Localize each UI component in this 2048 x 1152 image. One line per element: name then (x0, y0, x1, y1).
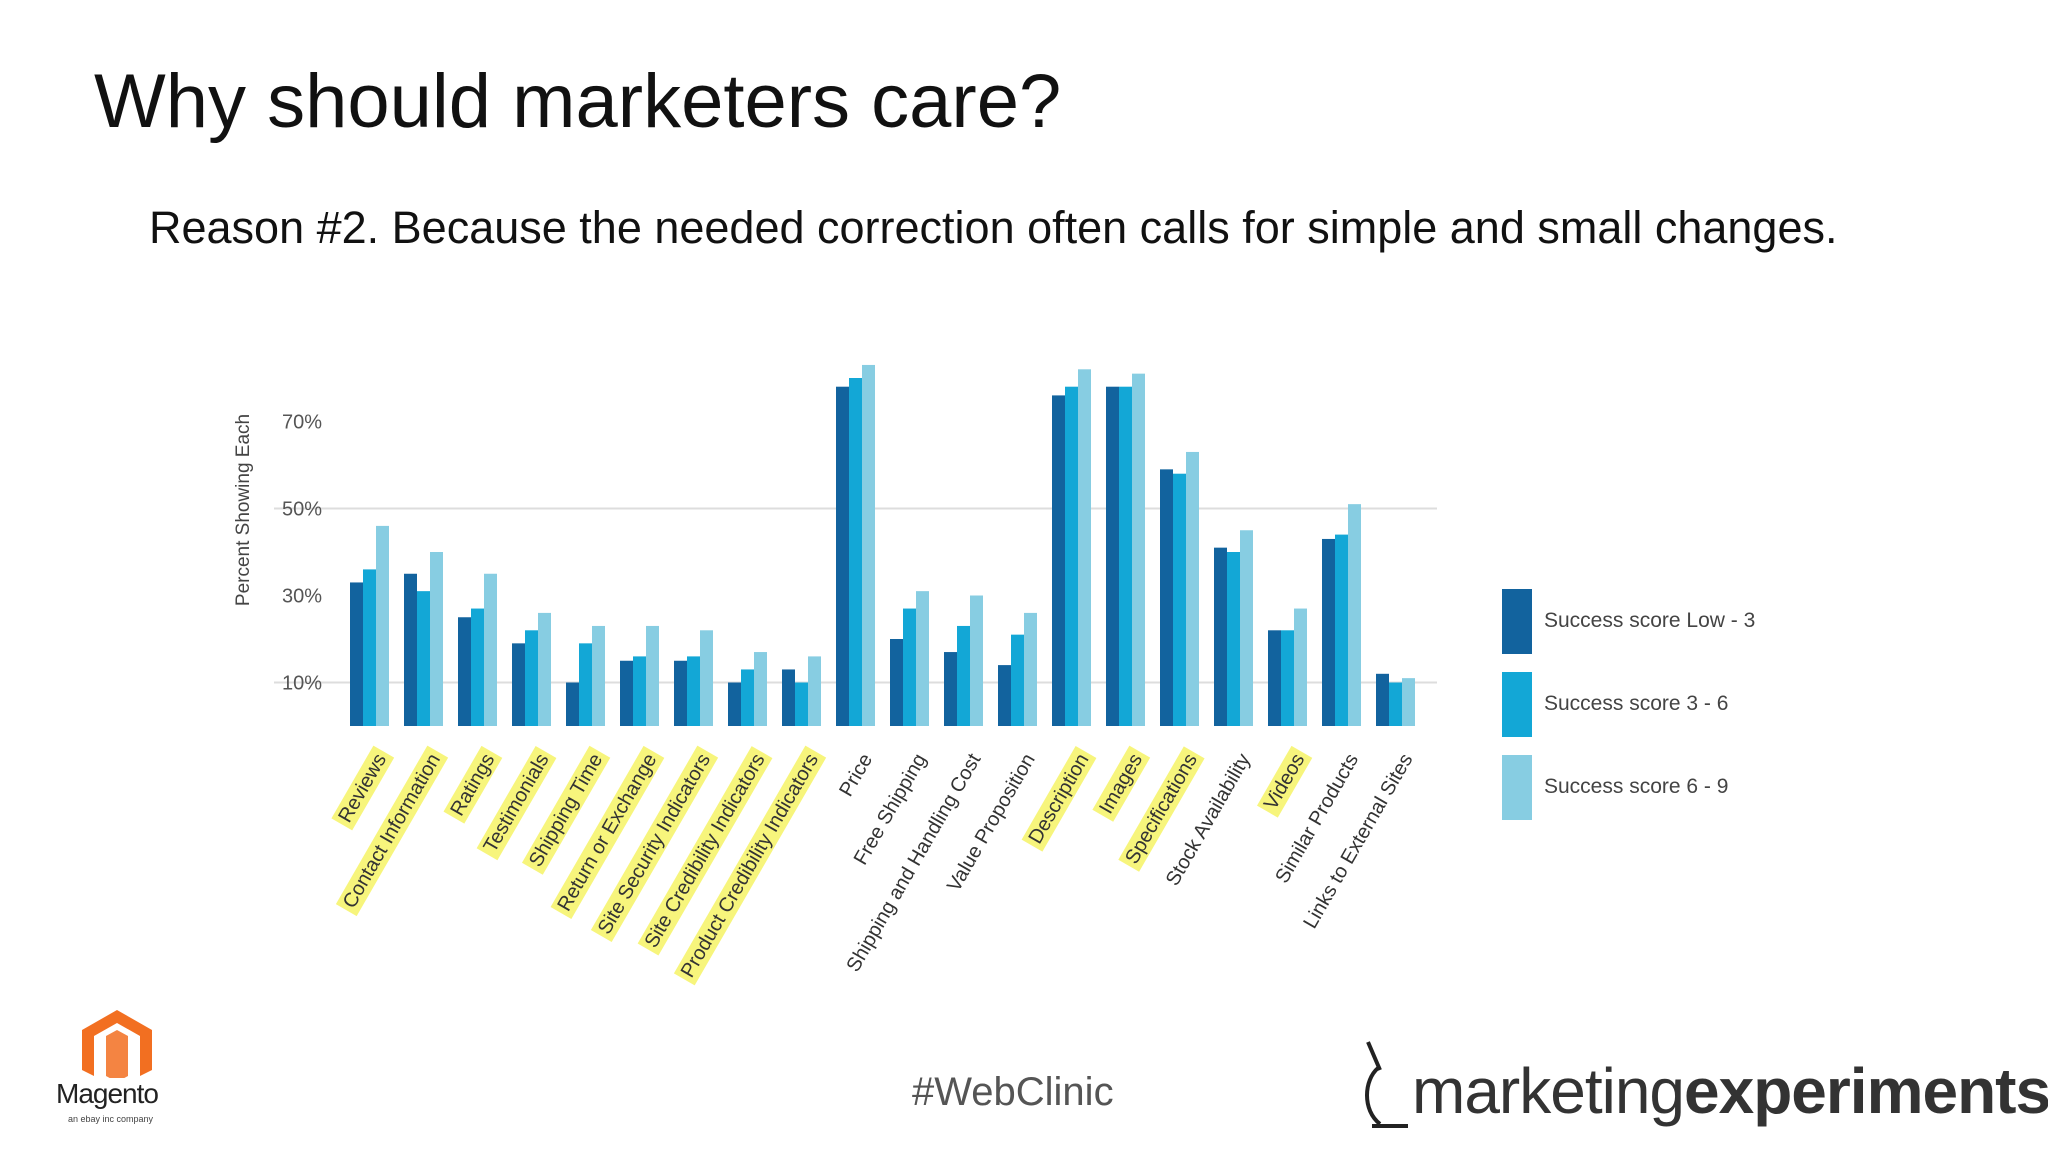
bar-2 (579, 643, 592, 726)
bar-3 (1186, 451, 1199, 726)
bar-2 (1119, 386, 1132, 726)
bar-2 (1065, 386, 1078, 726)
magento-name: Magento (56, 1078, 159, 1109)
bar-2 (1173, 473, 1186, 726)
bar-3 (754, 652, 767, 726)
bar-1 (1268, 630, 1281, 726)
bar-1 (404, 573, 417, 726)
bar-2 (633, 656, 646, 726)
legend-label: Success score 6 - 9 (1544, 775, 1729, 798)
bar-2 (1227, 552, 1240, 726)
bar-1 (1214, 547, 1227, 726)
bar-3 (376, 525, 389, 726)
bar-1 (674, 660, 687, 726)
y-axis-title: Percent Showing Each (233, 414, 254, 606)
bar-2 (903, 608, 916, 726)
magento-logo: Magento an ebay inc company (52, 1008, 182, 1128)
logo-part2: experiments (1684, 1055, 2048, 1127)
bar-3 (700, 630, 713, 726)
bar-1 (1160, 469, 1173, 726)
microscope-icon (1365, 1041, 1408, 1128)
legend-label: Success score Low - 3 (1544, 609, 1756, 632)
bar-1 (728, 682, 741, 726)
bar-2 (687, 656, 700, 726)
magento-icon (82, 1010, 152, 1082)
bar-2 (1335, 534, 1348, 726)
bar-1 (836, 386, 849, 726)
bar-2 (741, 669, 754, 726)
bar-1 (350, 582, 363, 726)
bar-2 (471, 608, 484, 726)
y-tick-label: 30% (282, 586, 322, 608)
bar-1 (1376, 673, 1389, 726)
bar-2 (1389, 682, 1402, 726)
bar-3 (916, 591, 929, 726)
bar-2 (525, 630, 538, 726)
bar-1 (1106, 386, 1119, 726)
bar-3 (1024, 612, 1037, 726)
bar-2 (363, 569, 376, 726)
bar-3 (1348, 504, 1361, 726)
bar-2 (417, 591, 430, 726)
legend-label: Success score 3 - 6 (1544, 692, 1729, 715)
bar-3 (646, 625, 659, 726)
bar-3 (484, 573, 497, 726)
y-tick-label: 50% (282, 499, 322, 521)
bar-3 (1294, 608, 1307, 726)
bar-3 (1240, 530, 1253, 726)
bar-3 (1132, 373, 1145, 726)
slide-subtitle: Reason #2. Because the needed correction… (149, 202, 1838, 253)
bar-3 (808, 656, 821, 726)
legend-swatch (1502, 589, 1532, 654)
bar-1 (1322, 538, 1335, 726)
bar-3 (862, 364, 875, 726)
bar-2 (795, 682, 808, 726)
bar-1 (458, 617, 471, 726)
bar-2 (957, 625, 970, 726)
bar-1 (998, 665, 1011, 726)
bar-1 (566, 682, 579, 726)
bar-2 (1011, 634, 1024, 726)
bar-3 (592, 625, 605, 726)
bar-1 (1052, 395, 1065, 726)
bar-1 (620, 660, 633, 726)
bar-1 (944, 652, 957, 726)
bar-2 (1281, 630, 1294, 726)
hashtag: #WebClinic (912, 1070, 1114, 1114)
magento-tagline: an ebay inc company (68, 1114, 154, 1124)
bar-1 (890, 639, 903, 726)
y-tick-label: 70% (282, 412, 322, 434)
bar-3 (1402, 678, 1415, 726)
bar-1 (512, 643, 525, 726)
y-tick-label: 10% (282, 673, 322, 695)
bar-3 (538, 612, 551, 726)
bar-1 (782, 669, 795, 726)
bar-2 (849, 378, 862, 726)
bar-3 (970, 595, 983, 726)
slide-title: Why should marketers care? (94, 59, 1062, 144)
bar-3 (430, 552, 443, 726)
legend-swatch (1502, 755, 1532, 820)
bar-3 (1078, 369, 1091, 726)
legend-swatch (1502, 672, 1532, 737)
logo-part1: marketing (1412, 1055, 1685, 1127)
